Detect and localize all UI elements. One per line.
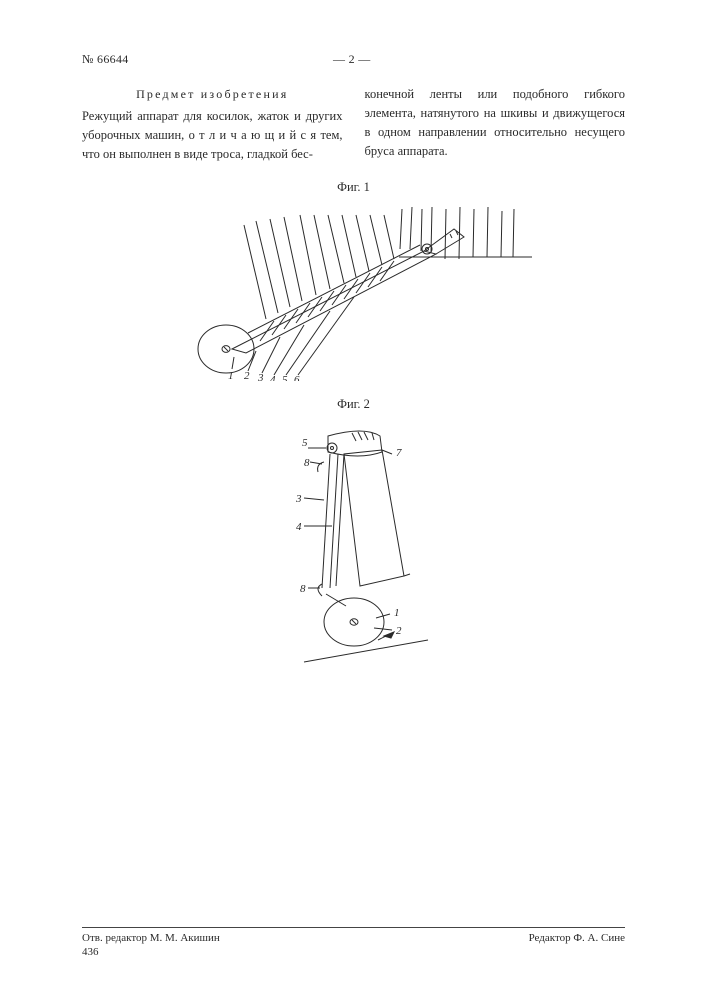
fig1-ref-4: 4: [270, 374, 276, 381]
page-header: № 66644 — 2 —: [82, 52, 625, 67]
fig2-ref-8a: 8: [304, 457, 310, 469]
fig1-ref-3: 3: [257, 372, 264, 381]
editors-row: Отв. редактор М. М. Акишин Редактор Ф. А…: [82, 927, 625, 944]
document-number: № 66644: [82, 52, 129, 67]
fig2-ref-2: 2: [396, 625, 402, 637]
figure-1-label: Фиг. 1: [82, 180, 625, 195]
page-sequence: 436: [82, 946, 625, 958]
fig1-ref-5: 5: [282, 374, 288, 381]
fig2-ref-7: 7: [396, 447, 402, 459]
fig1-ref-2: 2: [244, 370, 250, 381]
page-marker: — 2 —: [333, 52, 371, 67]
fig2-ref-8b: 8: [300, 583, 306, 595]
claim-text-left: Режущий аппарат для косилок, жаток и дру…: [82, 109, 343, 161]
left-column: Предмет изобретения Режущий аппарат для …: [82, 85, 343, 164]
figure-2: 5 8 3 4 8 1 2 7: [82, 418, 625, 678]
claim-text-right: конечной ленты или подобного гибкого эле…: [365, 87, 626, 158]
body-columns: Предмет изобретения Режущий аппарат для …: [82, 85, 625, 164]
subject-heading: Предмет изобретения: [82, 85, 343, 103]
fig2-ref-3: 3: [295, 493, 302, 505]
figure-1: 1 2 3 4 5 6: [82, 201, 625, 381]
fig2-ref-4: 4: [296, 521, 302, 533]
patent-page: № 66644 — 2 — Предмет изобретения Режущи…: [0, 0, 707, 1000]
fig1-ref-6: 6: [294, 374, 300, 381]
editor: Редактор Ф. А. Сине: [529, 932, 625, 944]
figure-2-label: Фиг. 2: [82, 397, 625, 412]
right-column: конечной ленты или подобного гибкого эле…: [365, 85, 626, 164]
fig1-ref-1: 1: [228, 370, 234, 381]
fig2-ref-1: 1: [394, 607, 400, 619]
fig2-ref-5: 5: [302, 437, 308, 449]
responsible-editor: Отв. редактор М. М. Акишин: [82, 932, 220, 944]
